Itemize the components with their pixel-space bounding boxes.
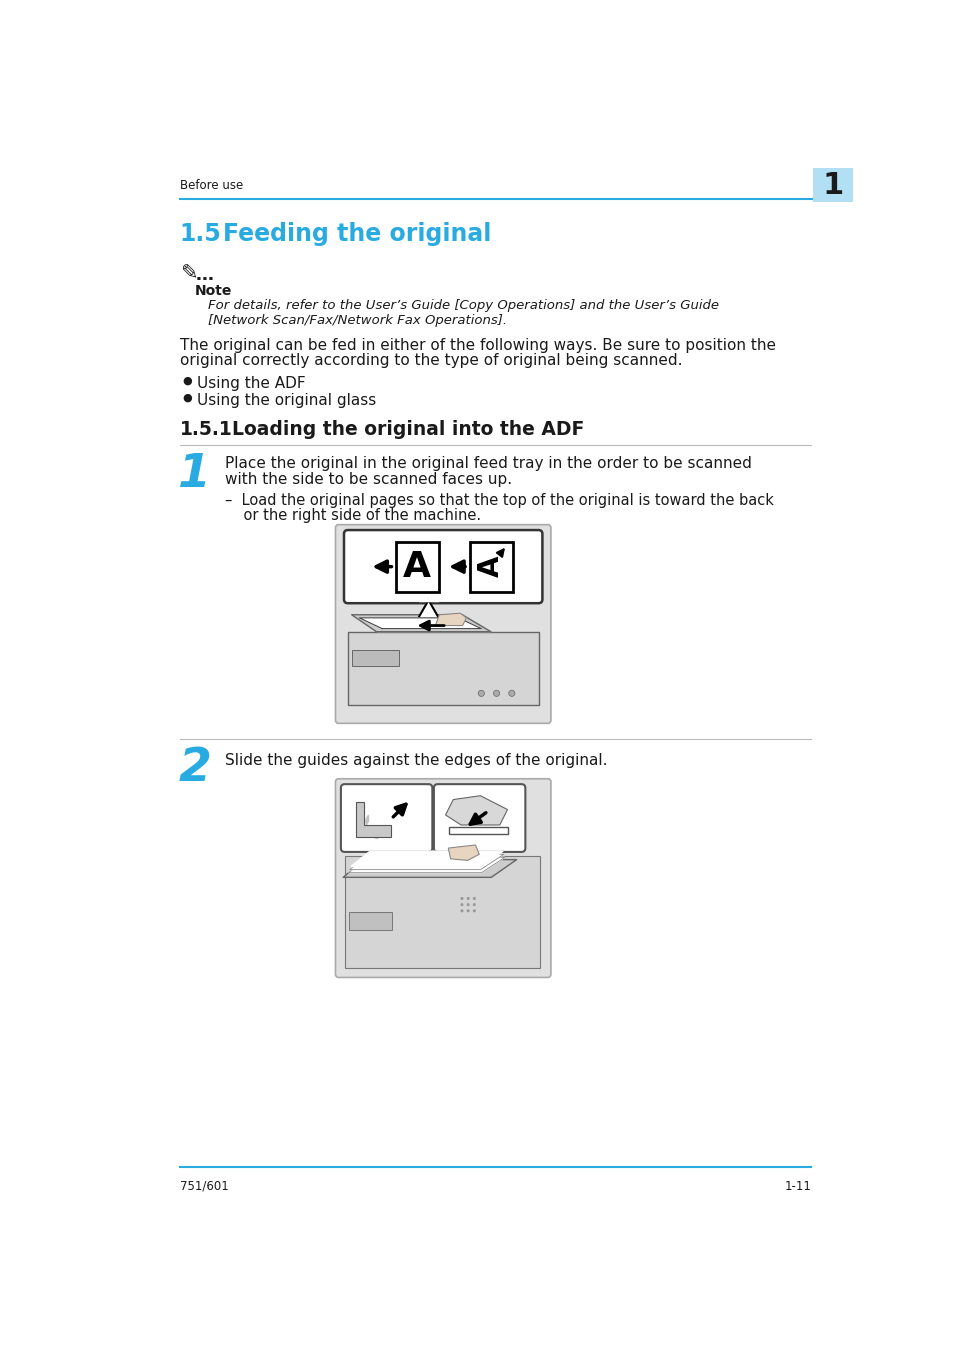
Text: Using the original glass: Using the original glass bbox=[196, 393, 375, 408]
Circle shape bbox=[473, 903, 476, 906]
Circle shape bbox=[473, 896, 476, 900]
Polygon shape bbox=[352, 614, 491, 632]
Text: A: A bbox=[476, 556, 505, 578]
Circle shape bbox=[466, 910, 469, 913]
Polygon shape bbox=[359, 618, 481, 629]
Circle shape bbox=[477, 690, 484, 697]
Text: or the right side of the machine.: or the right side of the machine. bbox=[224, 508, 480, 522]
Polygon shape bbox=[445, 795, 507, 825]
Circle shape bbox=[508, 690, 515, 697]
Polygon shape bbox=[356, 802, 391, 837]
Text: A: A bbox=[402, 549, 431, 583]
Circle shape bbox=[493, 690, 499, 697]
Bar bbox=[395, 541, 438, 591]
Circle shape bbox=[460, 896, 463, 900]
Text: …: … bbox=[195, 266, 213, 283]
Bar bbox=[812, 169, 852, 202]
Text: For details, refer to the User’s Guide [Copy Operations] and the User’s Guide: For details, refer to the User’s Guide [… bbox=[208, 300, 718, 312]
Polygon shape bbox=[435, 613, 466, 625]
Text: Loading the original into the ADF: Loading the original into the ADF bbox=[233, 420, 584, 439]
Bar bbox=[470, 541, 513, 591]
Text: Feeding the original: Feeding the original bbox=[223, 221, 491, 246]
Text: Place the original in the original feed tray in the order to be scanned: Place the original in the original feed … bbox=[224, 456, 751, 471]
Circle shape bbox=[460, 903, 463, 906]
FancyBboxPatch shape bbox=[335, 525, 550, 724]
Text: 751/601: 751/601 bbox=[179, 1180, 228, 1193]
Polygon shape bbox=[350, 850, 502, 867]
Text: –  Load the original pages so that the top of the original is toward the back: – Load the original pages so that the to… bbox=[224, 493, 773, 508]
Text: Before use: Before use bbox=[179, 178, 243, 192]
Text: 1-11: 1-11 bbox=[783, 1180, 810, 1193]
Bar bbox=[352, 651, 399, 666]
Text: [Network Scan/Fax/Network Fax Operations].: [Network Scan/Fax/Network Fax Operations… bbox=[208, 313, 506, 327]
Polygon shape bbox=[348, 857, 504, 872]
Circle shape bbox=[460, 910, 463, 913]
Bar bbox=[348, 913, 391, 930]
Polygon shape bbox=[448, 845, 478, 860]
Circle shape bbox=[466, 896, 469, 900]
Text: with the side to be scanned faces up.: with the side to be scanned faces up. bbox=[224, 471, 511, 486]
FancyBboxPatch shape bbox=[340, 784, 432, 852]
Text: ●: ● bbox=[183, 377, 193, 386]
Circle shape bbox=[466, 903, 469, 906]
Text: 2: 2 bbox=[178, 745, 211, 791]
Text: Note: Note bbox=[195, 284, 233, 297]
Polygon shape bbox=[343, 860, 517, 878]
Text: Slide the guides against the edges of the original.: Slide the guides against the edges of th… bbox=[224, 753, 606, 768]
Text: The original can be fed in either of the following ways. Be sure to position the: The original can be fed in either of the… bbox=[179, 338, 775, 352]
Text: 1.5.1: 1.5.1 bbox=[179, 420, 233, 439]
Text: ●: ● bbox=[183, 393, 193, 404]
Bar bbox=[344, 856, 539, 968]
Polygon shape bbox=[418, 601, 437, 617]
Text: Using the ADF: Using the ADF bbox=[196, 377, 305, 392]
Polygon shape bbox=[349, 855, 503, 869]
Text: 1: 1 bbox=[178, 451, 211, 497]
Polygon shape bbox=[449, 826, 507, 834]
Circle shape bbox=[473, 910, 476, 913]
Text: 1: 1 bbox=[821, 170, 842, 200]
FancyBboxPatch shape bbox=[434, 784, 525, 852]
FancyBboxPatch shape bbox=[348, 632, 537, 705]
Text: 1.5: 1.5 bbox=[179, 221, 221, 246]
FancyBboxPatch shape bbox=[335, 779, 550, 977]
Text: ✎: ✎ bbox=[179, 263, 197, 284]
FancyBboxPatch shape bbox=[344, 531, 542, 603]
Text: original correctly according to the type of original being scanned.: original correctly according to the type… bbox=[179, 352, 681, 369]
